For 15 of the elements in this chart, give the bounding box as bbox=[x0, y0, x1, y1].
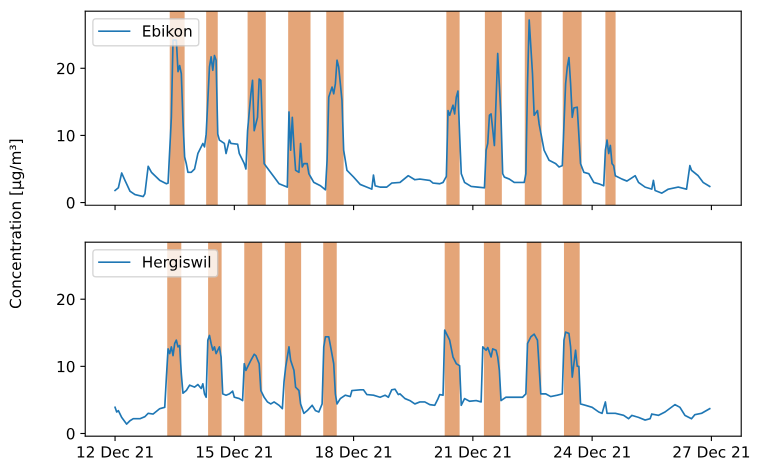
x-tick-label: 21 Dec 21 bbox=[434, 446, 511, 458]
x-tick-label: 12 Dec 21 bbox=[78, 446, 153, 458]
legend-label: Ebikon bbox=[143, 24, 192, 37]
y-tick-label: 20 bbox=[57, 62, 74, 74]
y-tick-label: 20 bbox=[57, 294, 74, 306]
y-tick-label: 10 bbox=[58, 360, 74, 372]
y-tick-label: 0 bbox=[66, 197, 74, 209]
x-tick-label: 27 Dec 21 bbox=[673, 446, 750, 458]
y-axis-title: Concentration [µg/m³] bbox=[9, 140, 24, 308]
x-tick-label: 24 Dec 21 bbox=[554, 446, 630, 458]
x-tick-label: 15 Dec 21 bbox=[196, 446, 272, 458]
legend-label: Hergiswil bbox=[143, 256, 210, 271]
y-tick-label: 10 bbox=[58, 130, 74, 142]
x-tick-label: 18 Dec 21 bbox=[316, 446, 392, 458]
y-tick-label: 0 bbox=[66, 428, 74, 440]
